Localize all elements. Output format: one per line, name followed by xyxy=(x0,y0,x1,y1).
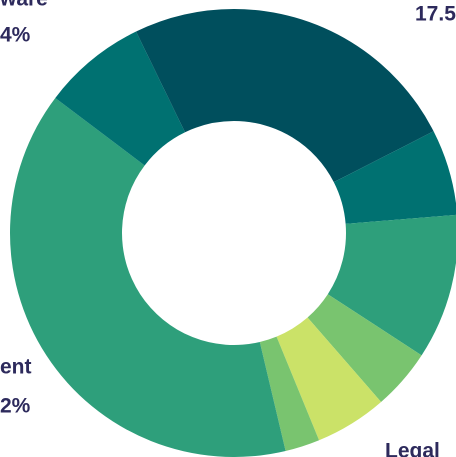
donut-segment xyxy=(10,97,286,457)
donut-segment xyxy=(234,9,434,183)
donut-segment xyxy=(55,31,186,166)
donut-segment xyxy=(307,294,422,402)
label: 2% xyxy=(0,395,31,418)
donut-segment xyxy=(333,131,456,224)
label: ent xyxy=(0,356,32,379)
label: 17.5 xyxy=(415,3,456,26)
donut-segment xyxy=(327,214,456,356)
category-label: Legal xyxy=(385,440,440,457)
label: ware xyxy=(0,0,48,11)
donut-segment xyxy=(276,317,382,441)
donut-segment xyxy=(259,336,320,451)
donut-segment xyxy=(136,9,234,133)
label: 4% xyxy=(0,24,31,47)
